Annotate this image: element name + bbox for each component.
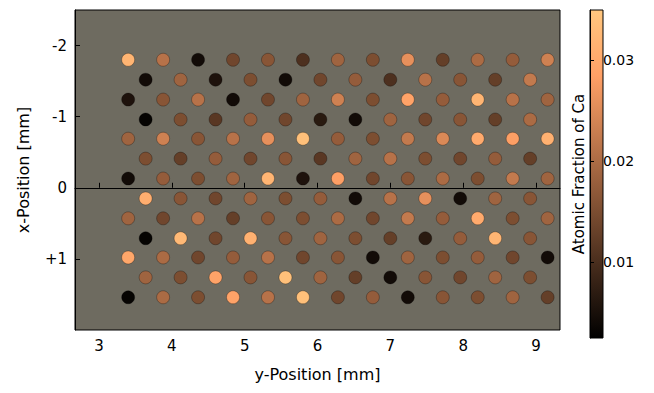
svg-text:4: 4 xyxy=(167,337,177,355)
svg-text:+1: +1 xyxy=(45,250,67,268)
svg-text:0.01: 0.01 xyxy=(603,254,634,270)
svg-text:6: 6 xyxy=(313,337,323,355)
svg-text:7: 7 xyxy=(386,337,396,355)
svg-text:Atomic Fraction of Ca: Atomic Fraction of Ca xyxy=(570,94,588,254)
svg-text:-1: -1 xyxy=(52,108,67,126)
svg-text:x-Position [mm]: x-Position [mm] xyxy=(14,107,33,233)
svg-text:0.02: 0.02 xyxy=(603,153,634,169)
svg-text:3: 3 xyxy=(94,337,104,355)
svg-text:5: 5 xyxy=(240,337,250,355)
svg-text:-2: -2 xyxy=(52,37,67,55)
svg-text:9: 9 xyxy=(531,337,541,355)
svg-text:y-Position [mm]: y-Position [mm] xyxy=(255,365,381,384)
svg-text:0.03: 0.03 xyxy=(603,52,634,68)
svg-text:0: 0 xyxy=(57,179,67,197)
svg-text:8: 8 xyxy=(458,337,468,355)
